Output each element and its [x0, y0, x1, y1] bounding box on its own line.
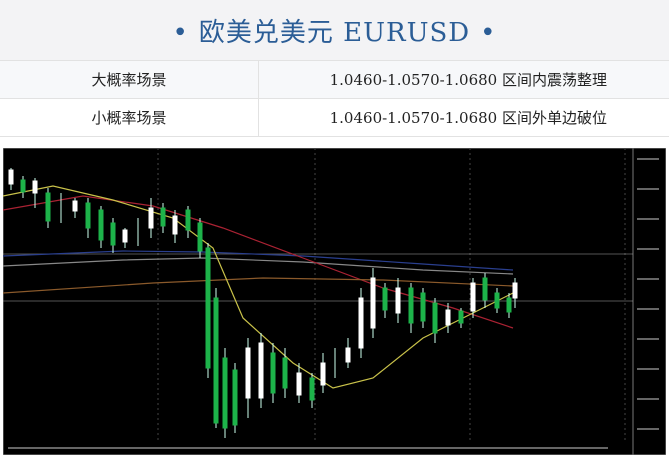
- header: 欧美兑美元 EURUSD: [0, 0, 669, 60]
- cell: 大概率场景: [0, 60, 259, 99]
- scenario-table: 大概率场景 1.0460-1.0570-1.0680 区间内震荡整理 小概率场景…: [0, 60, 669, 137]
- candles: [8, 168, 518, 438]
- row: 小概率场景 1.0460-1.0570-1.0680 区间外单边破位: [0, 98, 669, 137]
- cell: 小概率场景: [0, 98, 259, 137]
- title: 欧美兑美元 EURUSD: [173, 12, 497, 49]
- chart-background: [3, 148, 666, 455]
- cell: 1.0460-1.0570-1.0680 区间内震荡整理: [258, 60, 669, 99]
- moving-averages: [3, 185, 514, 389]
- axis-ticks: [8, 158, 659, 449]
- grid: [157, 148, 626, 443]
- cell: 1.0460-1.0570-1.0680 区间外单边破位: [258, 98, 669, 137]
- price-chart-image: [3, 148, 666, 455]
- row: 大概率场景 1.0460-1.0570-1.0680 区间内震荡整理: [0, 60, 669, 99]
